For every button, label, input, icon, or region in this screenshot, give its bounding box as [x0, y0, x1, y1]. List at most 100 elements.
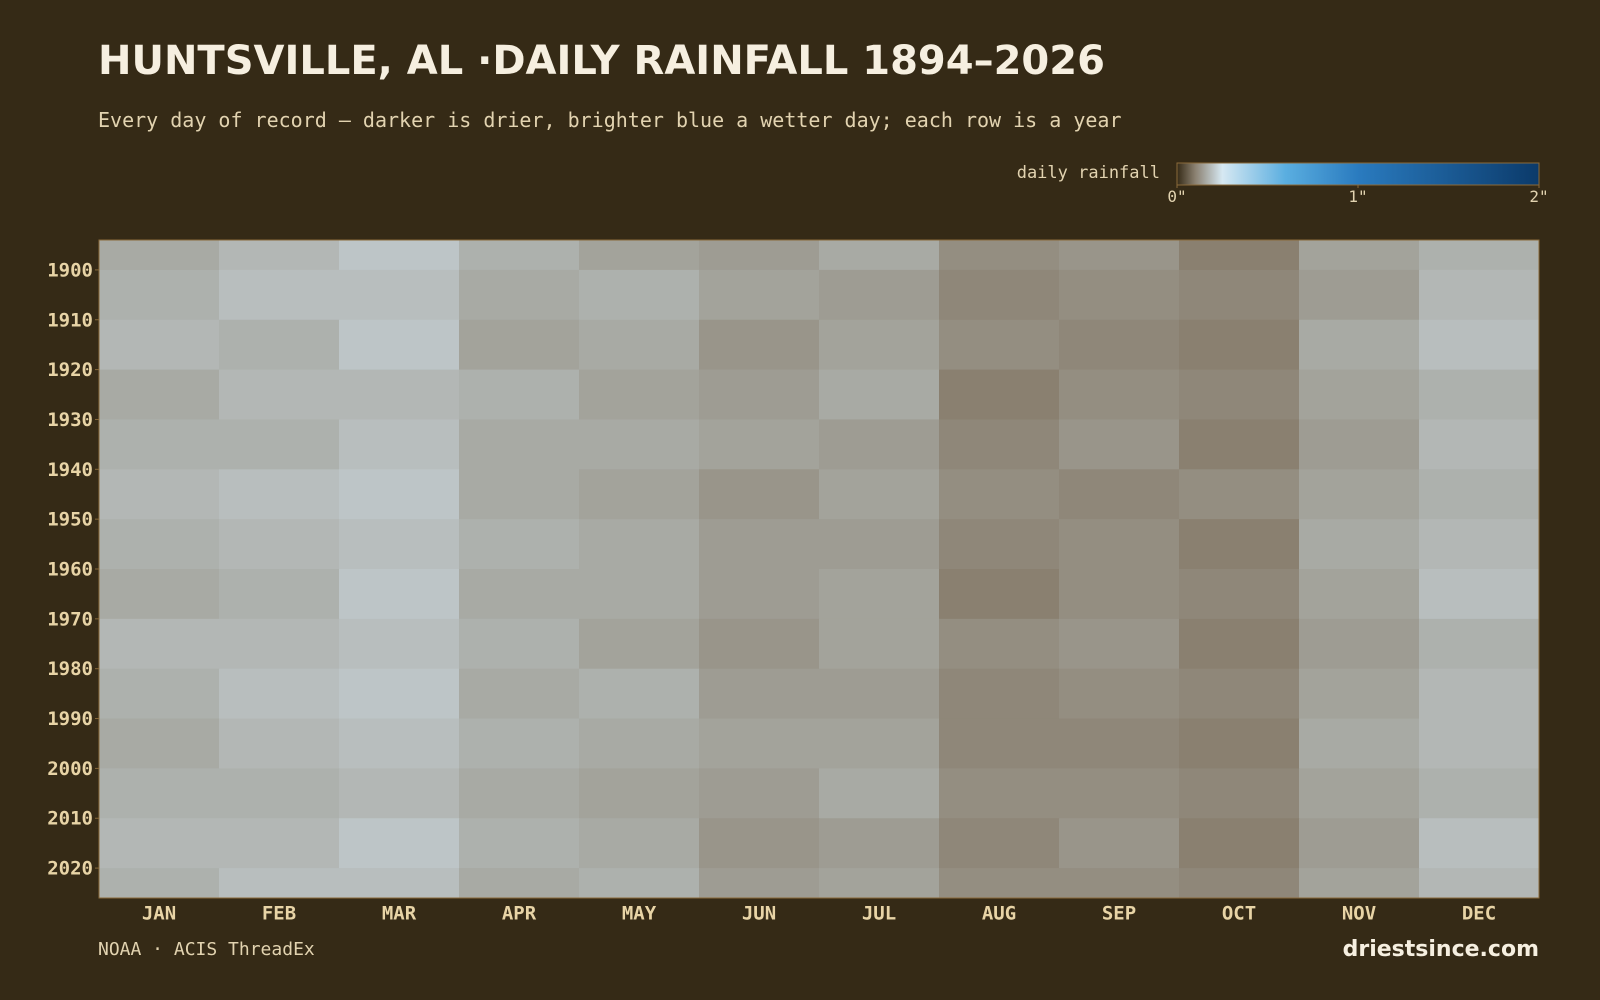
x-tick-label: FEB — [262, 903, 296, 925]
heat-cell — [1419, 269, 1540, 321]
heat-cell — [1059, 519, 1180, 570]
heat-cell — [1299, 768, 1420, 819]
source: NOAA · ACIS ThreadEx — [98, 939, 315, 960]
heat-cell — [1059, 269, 1180, 321]
heat-cell — [1179, 718, 1300, 769]
heat-cell — [699, 818, 820, 869]
heat-cell — [579, 319, 700, 371]
heat-cell — [1179, 269, 1300, 321]
heat-cell — [1179, 369, 1300, 420]
heat-cell — [939, 369, 1060, 420]
heat-cell — [99, 768, 220, 819]
heat-cell — [1299, 868, 1420, 899]
heat-cell — [1059, 469, 1180, 520]
heat-cell — [219, 668, 340, 720]
heat-cell — [1179, 519, 1300, 570]
heat-cell — [1179, 818, 1300, 869]
heat-cell — [819, 419, 940, 470]
heat-cell — [339, 319, 460, 371]
heat-cell — [1059, 718, 1180, 769]
heat-cell — [939, 269, 1060, 321]
heat-cell — [1419, 240, 1540, 271]
heat-cell — [939, 618, 1060, 670]
x-tick-label: APR — [502, 903, 537, 925]
heat-cell — [1299, 319, 1420, 371]
heat-cell — [1059, 319, 1180, 371]
heat-cell — [819, 319, 940, 371]
heat-cell — [1059, 419, 1180, 470]
heat-cell — [99, 469, 220, 520]
heat-cell — [1299, 618, 1420, 670]
heat-cell — [99, 668, 220, 720]
heat-cell — [1179, 569, 1300, 620]
heat-cell — [699, 419, 820, 470]
heat-cell — [1059, 668, 1180, 720]
heat-cell — [1179, 618, 1300, 670]
colorbar-tick-label: 1" — [1348, 187, 1367, 206]
heat-cell — [1299, 668, 1420, 720]
heat-cell — [699, 519, 820, 570]
heat-cell — [1419, 668, 1540, 720]
heat-cell — [219, 768, 340, 819]
heat-cell — [939, 768, 1060, 819]
heat-cell — [459, 818, 580, 869]
heat-cell — [339, 369, 460, 420]
heat-cell — [1299, 718, 1420, 769]
heat-cell — [579, 818, 700, 869]
heat-cell — [1419, 868, 1540, 899]
heat-cell — [699, 668, 820, 720]
x-tick-label: SEP — [1102, 903, 1136, 925]
x-tick-label: MAR — [382, 903, 417, 925]
heat-cell — [219, 868, 340, 899]
heat-cell — [219, 369, 340, 420]
heat-cell — [819, 569, 940, 620]
heat-cell — [1419, 618, 1540, 670]
legend-label: daily rainfall — [1017, 163, 1160, 183]
heat-cell — [1299, 469, 1420, 520]
heat-cell — [219, 718, 340, 769]
y-tick-label: 1950 — [47, 509, 93, 531]
heat-cell — [939, 569, 1060, 620]
heat-cell — [1059, 818, 1180, 869]
heat-cell — [459, 319, 580, 371]
heat-cell — [939, 319, 1060, 371]
heat-cell — [459, 269, 580, 321]
heat-cell — [1179, 868, 1300, 899]
heat-cell — [1419, 319, 1540, 371]
x-tick-label: OCT — [1222, 903, 1256, 925]
y-tick-label: 1940 — [47, 459, 93, 481]
heat-cell — [219, 618, 340, 670]
heat-cell — [99, 868, 220, 899]
heat-cell — [219, 240, 340, 271]
subtitle: Every day of record — darker is drier, b… — [98, 108, 1122, 132]
heat-cell — [339, 818, 460, 869]
heat-cell — [1419, 569, 1540, 620]
colorbar-tick-label: 2" — [1529, 187, 1548, 206]
heat-cell — [819, 618, 940, 670]
chart-title: HUNTSVILLE, AL ·DAILY RAINFALL 1894–2026 — [98, 38, 1105, 84]
heat-cell — [819, 768, 940, 819]
heat-cell — [579, 618, 700, 670]
heat-cell — [99, 419, 220, 470]
heat-cell — [1179, 768, 1300, 819]
y-tick-label: 1970 — [47, 608, 93, 630]
y-tick-label: 1930 — [47, 409, 93, 431]
heat-cell — [1299, 240, 1420, 271]
y-tick-label: 1900 — [47, 259, 93, 281]
heat-cell — [1299, 519, 1420, 570]
heat-cell — [819, 868, 940, 899]
heat-cell — [699, 868, 820, 899]
heat-cell — [579, 519, 700, 570]
heat-cell — [579, 369, 700, 420]
colorbar-tick-label: 0" — [1167, 187, 1186, 206]
heat-cell — [1059, 369, 1180, 420]
heat-cell — [1179, 469, 1300, 520]
colorbar — [1176, 162, 1540, 186]
heat-cell — [939, 868, 1060, 899]
heat-cell — [939, 718, 1060, 769]
heat-cell — [819, 818, 940, 869]
heat-cell — [699, 618, 820, 670]
heat-cell — [1419, 419, 1540, 470]
y-tick-label: 1960 — [47, 559, 93, 581]
heat-cell — [819, 718, 940, 769]
